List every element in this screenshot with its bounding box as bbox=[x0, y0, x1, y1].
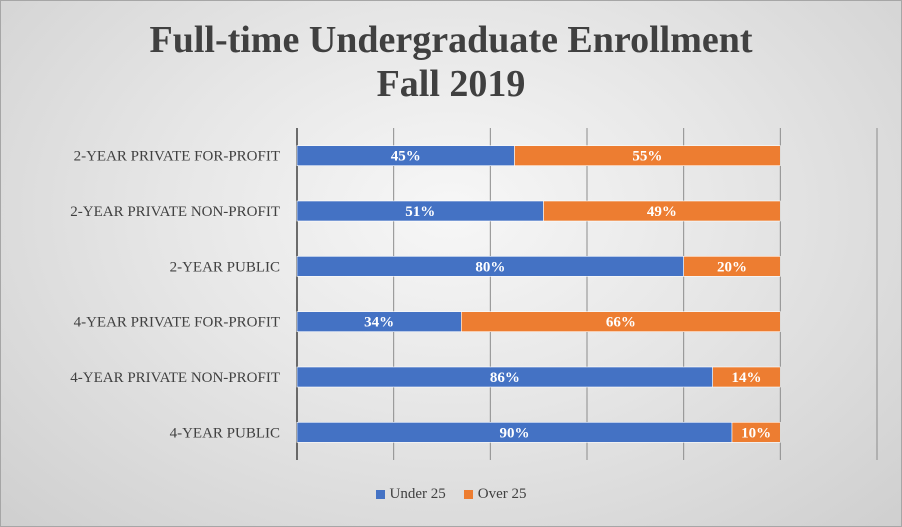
data-label: 55% bbox=[632, 149, 662, 165]
legend-item-under-25: Under 25 bbox=[375, 486, 446, 503]
data-label: 86% bbox=[490, 370, 520, 386]
data-label: 49% bbox=[647, 204, 677, 220]
legend-label-under-25: Under 25 bbox=[389, 486, 446, 502]
data-label: 90% bbox=[500, 425, 530, 441]
category-label: 4-YEAR PRIVATE FOR-PROFIT bbox=[74, 315, 280, 331]
data-label: 34% bbox=[364, 315, 394, 331]
bar-over-25 bbox=[712, 366, 781, 388]
category-label: 2-YEAR PUBLIC bbox=[170, 259, 280, 275]
category-label: 4-YEAR PRIVATE NON-PROFIT bbox=[70, 370, 280, 386]
bar-over-25 bbox=[461, 311, 781, 332]
legend-swatch-under-25 bbox=[375, 490, 385, 499]
data-label: 10% bbox=[741, 425, 771, 441]
chart-title: Full-time Undergraduate Enrollment Fall … bbox=[0, 18, 902, 106]
bar-over-25 bbox=[731, 422, 781, 443]
category-label: 2-YEAR PRIVATE NON-PROFIT bbox=[70, 204, 280, 220]
data-label: 66% bbox=[606, 315, 636, 331]
legend: Under 25 Over 25 bbox=[0, 486, 902, 503]
bar-over-25 bbox=[514, 145, 781, 166]
category-label: 4-YEAR PUBLIC bbox=[170, 425, 280, 441]
bar-over-25 bbox=[683, 256, 781, 277]
category-label: 2-YEAR PRIVATE FOR-PROFIT bbox=[74, 149, 280, 165]
data-label: 51% bbox=[405, 204, 435, 220]
data-label: 14% bbox=[732, 370, 762, 386]
legend-item-over-25: Over 25 bbox=[463, 486, 527, 503]
data-label: 45% bbox=[391, 149, 421, 165]
legend-swatch-over-25 bbox=[463, 490, 473, 499]
legend-label-over-25: Over 25 bbox=[477, 486, 527, 502]
data-label: 80% bbox=[475, 259, 505, 275]
data-label: 20% bbox=[717, 259, 747, 275]
chart-title-line-1: Full-time Undergraduate Enrollment bbox=[149, 19, 753, 61]
chart-title-line-2: Fall 2019 bbox=[376, 63, 526, 105]
bar-over-25 bbox=[543, 200, 781, 222]
